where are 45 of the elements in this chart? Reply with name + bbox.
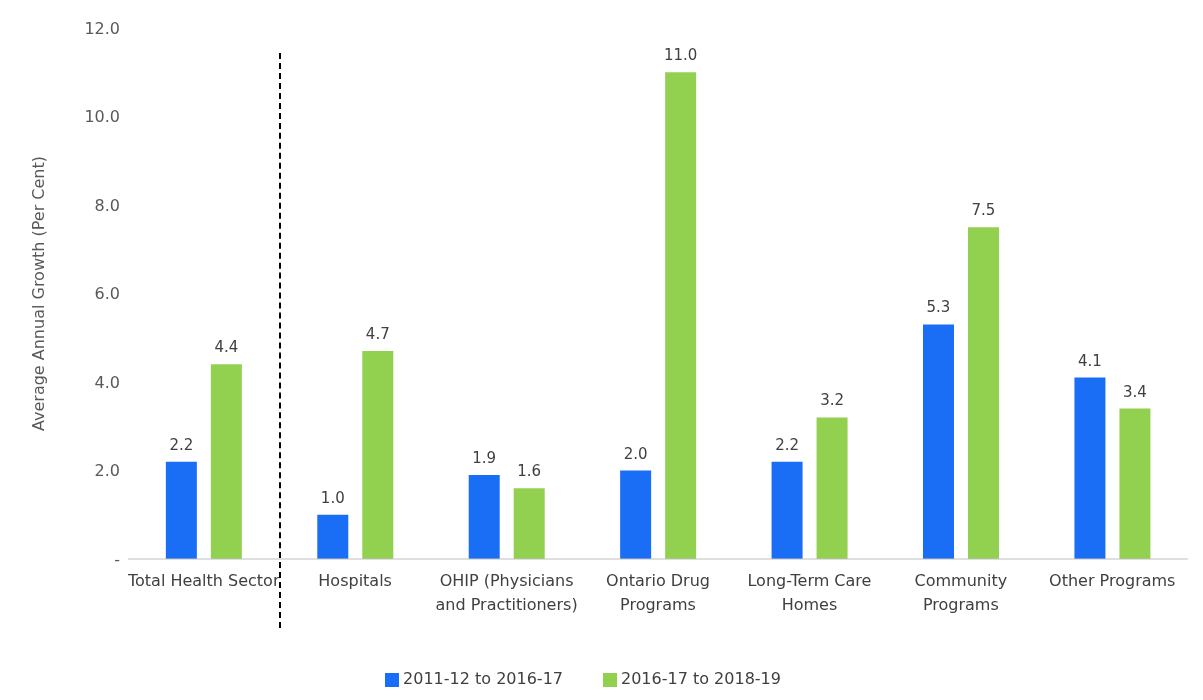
bar bbox=[165, 461, 197, 559]
x-tick-label: Other Programs bbox=[1049, 571, 1176, 591]
data-label: 1.0 bbox=[320, 488, 345, 507]
x-tick-label: Long-Term Care Homes bbox=[747, 571, 872, 615]
data-label: 3.2 bbox=[820, 391, 844, 410]
bar bbox=[317, 514, 349, 559]
bar bbox=[923, 324, 954, 559]
data-label: 2.2 bbox=[775, 435, 799, 454]
y-tick-label: - bbox=[114, 549, 120, 569]
x-tick-label: Ontario Drug Programs bbox=[606, 571, 710, 615]
y-axis-title: Average Annual Growth (Per Cent) bbox=[28, 156, 48, 431]
bar bbox=[513, 488, 545, 559]
bar bbox=[210, 364, 242, 559]
data-label: 4.7 bbox=[365, 325, 390, 344]
data-label: 2.2 bbox=[169, 435, 194, 454]
data-label: 1.9 bbox=[472, 448, 497, 467]
y-tick-label: 2.0 bbox=[94, 461, 120, 481]
bar bbox=[665, 72, 697, 559]
legend-label: 2011-12 to 2016-17 bbox=[403, 669, 563, 688]
y-tick-label: 10.0 bbox=[84, 107, 120, 127]
legend-label: 2016-17 to 2018-19 bbox=[621, 669, 781, 688]
data-label: 4.1 bbox=[1078, 351, 1102, 370]
x-tick-label: Hospitals bbox=[318, 571, 392, 591]
bar bbox=[362, 351, 394, 559]
bar bbox=[620, 470, 652, 559]
data-label: 11.0 bbox=[663, 46, 698, 65]
x-tick-label: Total Health Sector bbox=[126, 571, 280, 591]
data-label: 5.3 bbox=[926, 298, 951, 317]
data-label: 2.0 bbox=[623, 444, 648, 463]
x-tick-label: OHIP (Physicians and Practitioners) bbox=[435, 571, 578, 615]
bar bbox=[1119, 408, 1151, 559]
bar bbox=[468, 474, 500, 559]
y-tick-label: 4.0 bbox=[94, 372, 120, 392]
data-label: 1.6 bbox=[517, 462, 542, 481]
y-tick-label: 6.0 bbox=[94, 284, 120, 304]
x-tick-label: Community Programs bbox=[914, 571, 1008, 615]
bar bbox=[1074, 377, 1106, 559]
data-label: 3.4 bbox=[1123, 382, 1147, 401]
data-label: 7.5 bbox=[971, 201, 996, 220]
bar bbox=[816, 417, 848, 559]
bar bbox=[968, 227, 999, 559]
y-tick-label: 12.0 bbox=[84, 18, 120, 38]
y-tick-label: 8.0 bbox=[94, 195, 120, 215]
bar bbox=[771, 461, 803, 559]
data-label: 4.4 bbox=[214, 338, 239, 357]
